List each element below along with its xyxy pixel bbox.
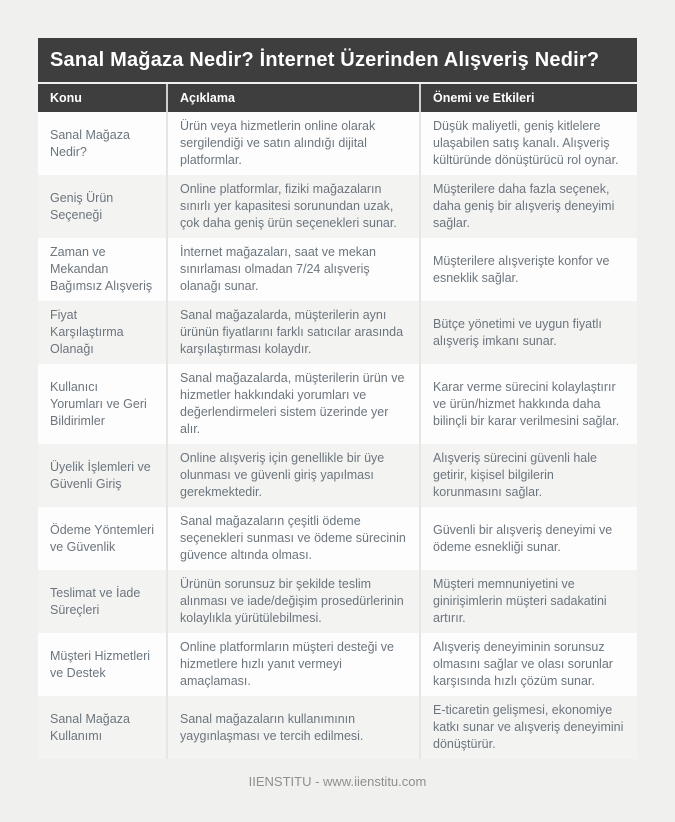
aciklama-cell: Ürün veya hizmetlerin online olarak serg… <box>166 112 420 175</box>
table-row: Fiyat Karşılaştırma Olanağı Sanal mağaza… <box>38 301 637 364</box>
konu-cell: Geniş Ürün Seçeneği <box>38 175 167 238</box>
aciklama-cell: İnternet mağazaları, saat ve mekan sınır… <box>166 238 420 301</box>
table-row: Geniş Ürün Seçeneği Online platformlar, … <box>38 175 637 238</box>
header-row: Konu Açıklama Önemi ve Etkileri <box>38 84 637 112</box>
onemi-cell: Güvenli bir alışveriş deneyimi ve ödeme … <box>419 507 637 570</box>
table-row: Müşteri Hizmetleri ve Destek Online plat… <box>38 633 637 696</box>
konu-cell: Üyelik İşlemleri ve Güvenli Giriş <box>38 444 167 507</box>
konu-cell: Fiyat Karşılaştırma Olanağı <box>38 301 167 364</box>
onemi-cell: Karar verme sürecini kolaylaştırır ve ür… <box>419 364 637 444</box>
column-header-konu: Konu <box>38 84 167 112</box>
table-row: Teslimat ve İade Süreçleri Ürünün soruns… <box>38 570 637 633</box>
table-row: Sanal Mağaza Nedir? Ürün veya hizmetleri… <box>38 112 637 175</box>
konu-cell: Sanal Mağaza Kullanımı <box>38 696 167 759</box>
aciklama-cell: Sanal mağazalarda, müşterilerin aynı ürü… <box>166 301 420 364</box>
onemi-cell: Alışveriş sürecini güvenli hale getirir,… <box>419 444 637 507</box>
aciklama-cell: Sanal mağazaların kullanımının yaygınlaş… <box>166 696 420 759</box>
onemi-cell: Düşük maliyetli, geniş kitlelere ulaşabi… <box>419 112 637 175</box>
table-row: Üyelik İşlemleri ve Güvenli Giriş Online… <box>38 444 637 507</box>
page-title: Sanal Mağaza Nedir? İnternet Üzerinden A… <box>38 38 637 82</box>
table-row: Sanal Mağaza Kullanımı Sanal mağazaların… <box>38 696 637 759</box>
aciklama-cell: Online alışveriş için genellikle bir üye… <box>166 444 420 507</box>
onemi-cell: Müşteri memnuniyetini ve ginirişimlerin … <box>419 570 637 633</box>
konu-cell: Teslimat ve İade Süreçleri <box>38 570 167 633</box>
konu-cell: Müşteri Hizmetleri ve Destek <box>38 633 167 696</box>
konu-cell: Kullanıcı Yorumları ve Geri Bildirimler <box>38 364 167 444</box>
onemi-cell: Bütçe yönetimi ve uygun fiyatlı alışveri… <box>419 301 637 364</box>
onemi-cell: Müşterilere alışverişte konfor ve esnekl… <box>419 238 637 301</box>
info-table: Konu Açıklama Önemi ve Etkileri Sanal Ma… <box>38 84 637 759</box>
aciklama-cell: Online platformlar, fiziki mağazaların s… <box>166 175 420 238</box>
onemi-cell: Müşterilere daha fazla seçenek, daha gen… <box>419 175 637 238</box>
table-header: Konu Açıklama Önemi ve Etkileri <box>38 84 637 112</box>
table-row: Zaman ve Mekandan Bağımsız Alışveriş İnt… <box>38 238 637 301</box>
column-header-onemi: Önemi ve Etkileri <box>419 84 637 112</box>
aciklama-cell: Ürünün sorunsuz bir şekilde teslim alınm… <box>166 570 420 633</box>
aciklama-cell: Sanal mağazalarda, müşterilerin ürün ve … <box>166 364 420 444</box>
konu-cell: Ödeme Yöntemleri ve Güvenlik <box>38 507 167 570</box>
konu-cell: Sanal Mağaza Nedir? <box>38 112 167 175</box>
table-body: Sanal Mağaza Nedir? Ürün veya hizmetleri… <box>38 112 637 759</box>
footer-credit: IIENSTITU - www.iienstitu.com <box>248 774 427 789</box>
konu-cell: Zaman ve Mekandan Bağımsız Alışveriş <box>38 238 167 301</box>
table-row: Kullanıcı Yorumları ve Geri Bildirimler … <box>38 364 637 444</box>
column-header-aciklama: Açıklama <box>166 84 420 112</box>
onemi-cell: Alışveriş deneyiminin sorunsuz olmasını … <box>419 633 637 696</box>
onemi-cell: E-ticaretin gelişmesi, ekonomiye katkı s… <box>419 696 637 759</box>
table-row: Ödeme Yöntemleri ve Güvenlik Sanal mağaz… <box>38 507 637 570</box>
aciklama-cell: Sanal mağazaların çeşitli ödeme seçenekl… <box>166 507 420 570</box>
content-sheet: Sanal Mağaza Nedir? İnternet Üzerinden A… <box>38 0 637 789</box>
aciklama-cell: Online platformların müşteri desteği ve … <box>166 633 420 696</box>
